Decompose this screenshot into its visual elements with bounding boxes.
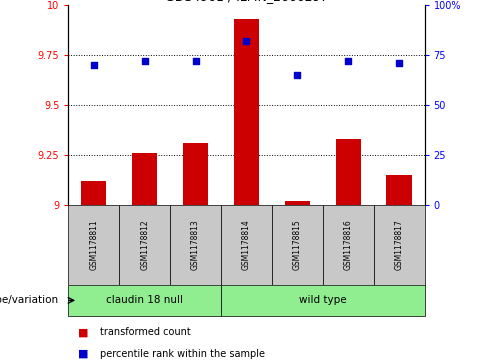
Text: GSM1178813: GSM1178813 [191, 220, 200, 270]
Point [345, 58, 352, 64]
Bar [221, 205, 272, 285]
Bar [119, 205, 170, 285]
Point [243, 38, 250, 44]
Text: genotype/variation: genotype/variation [0, 295, 59, 305]
Text: claudin 18 null: claudin 18 null [106, 295, 183, 305]
Bar [386, 175, 412, 205]
Point [293, 72, 301, 78]
Bar [323, 205, 374, 285]
Point [141, 58, 148, 64]
Text: percentile rank within the sample: percentile rank within the sample [100, 348, 265, 359]
Point [395, 60, 403, 66]
Bar [170, 205, 221, 285]
Text: GSM1178811: GSM1178811 [89, 220, 98, 270]
Text: ■: ■ [78, 348, 89, 359]
Text: GSM1178814: GSM1178814 [242, 220, 251, 270]
Point [192, 58, 200, 64]
Text: wild type: wild type [299, 295, 346, 305]
Bar [68, 285, 221, 316]
Bar [285, 201, 310, 205]
Point [90, 62, 98, 68]
Bar [234, 19, 259, 205]
Bar [183, 143, 208, 205]
Bar [272, 205, 323, 285]
Bar [221, 285, 425, 316]
Bar [132, 153, 157, 205]
Text: GSM1178817: GSM1178817 [395, 220, 404, 270]
Bar [336, 139, 361, 205]
Title: GDS4961 / ILMN_2666297: GDS4961 / ILMN_2666297 [165, 0, 328, 3]
Text: transformed count: transformed count [100, 327, 191, 337]
Text: GSM1178812: GSM1178812 [140, 220, 149, 270]
Text: GSM1178816: GSM1178816 [344, 220, 353, 270]
Text: GSM1178815: GSM1178815 [293, 220, 302, 270]
Text: ■: ■ [78, 327, 89, 337]
Bar [81, 181, 106, 205]
Bar [374, 205, 425, 285]
Bar [68, 205, 119, 285]
